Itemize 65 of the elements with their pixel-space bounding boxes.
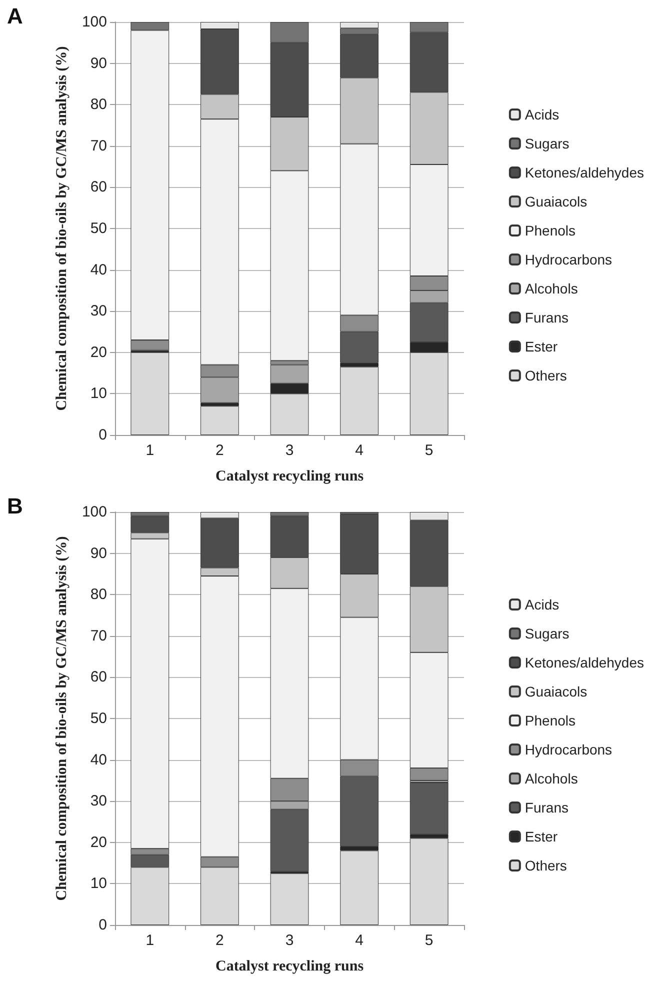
chart-title: B [7,494,23,518]
legend-label: Alcohols [524,280,578,296]
legend-label: Sugars [524,626,570,642]
y-tick-label: 0 [98,916,107,934]
y-tick-label: 20 [90,834,107,851]
legend-label: Ester [524,828,558,844]
y-tick-label: 80 [90,96,107,114]
bar [340,366,378,435]
legend-label: Sugars [524,136,570,152]
y-tick-label: 90 [90,54,107,72]
legend-label: Ketones/aldehydes [524,654,644,670]
legend-label: Others [524,368,567,384]
x-axis-title: Catalyst recycling runs [215,958,364,974]
y-tick-label: 90 [90,544,107,562]
legend-label: Guaiacols [524,194,588,210]
y-tick-label: 50 [90,220,107,237]
bar [410,782,448,834]
y-tick-label: 50 [90,710,107,727]
x-tick-label: 1 [146,932,154,949]
chart-title: A [7,4,23,28]
y-tick-label: 40 [90,751,107,768]
x-tick-label: 4 [355,442,364,459]
x-axis-title: Catalyst recycling runs [215,468,364,484]
legend-label: Alcohols [524,770,578,786]
legend-label: Furans [524,800,568,816]
y-tick-label: 10 [90,875,107,892]
x-tick-label: 2 [216,442,224,459]
legend-label: Ester [524,338,558,354]
bar [270,873,309,925]
y-tick-label: 30 [90,302,107,320]
bar [340,850,378,925]
y-tick-label: 70 [90,137,107,154]
y-tick-label: 70 [90,627,107,644]
y-tick-label: 100 [82,14,107,30]
x-tick-label: 3 [285,442,294,459]
legend-label: Hydrocarbons [524,742,612,758]
y-tick-label: 30 [90,792,107,810]
legend-label: Phenols [524,222,576,238]
x-tick-label: 5 [424,442,434,459]
y-tick-label: 60 [90,178,107,196]
y-axis-title: Chemical composition of bio-oils by GC/MS analysis (%) [54,46,70,411]
y-tick-label: 20 [90,344,107,361]
legend-label: Acids [524,596,560,612]
y-tick-label: 60 [90,668,107,686]
legend-label: Hydrocarbons [524,252,612,268]
x-tick-label: 2 [216,932,224,949]
bar [130,352,170,435]
y-tick-label: 100 [82,504,107,520]
y-tick-label: 0 [98,426,107,444]
x-tick-label: 3 [285,932,294,949]
legend-label: Phenols [524,712,576,728]
y-tick-label: 40 [90,261,107,278]
x-tick-label: 4 [355,932,364,949]
legend-label: Ketones/aldehydes [524,164,644,180]
x-tick-label: 5 [424,932,434,949]
legend-label: Acids [524,106,560,122]
bar [410,838,448,925]
legend-label: Guaiacols [524,684,588,700]
y-axis-title: Chemical composition of bio-oils by GC/MS analysis (%) [54,536,70,901]
bar [200,406,239,435]
legend-label: Furans [524,310,568,326]
y-tick-label: 10 [90,385,107,402]
y-tick-label: 80 [90,586,107,604]
x-tick-label: 1 [146,442,154,459]
legend-label: Others [524,858,567,874]
